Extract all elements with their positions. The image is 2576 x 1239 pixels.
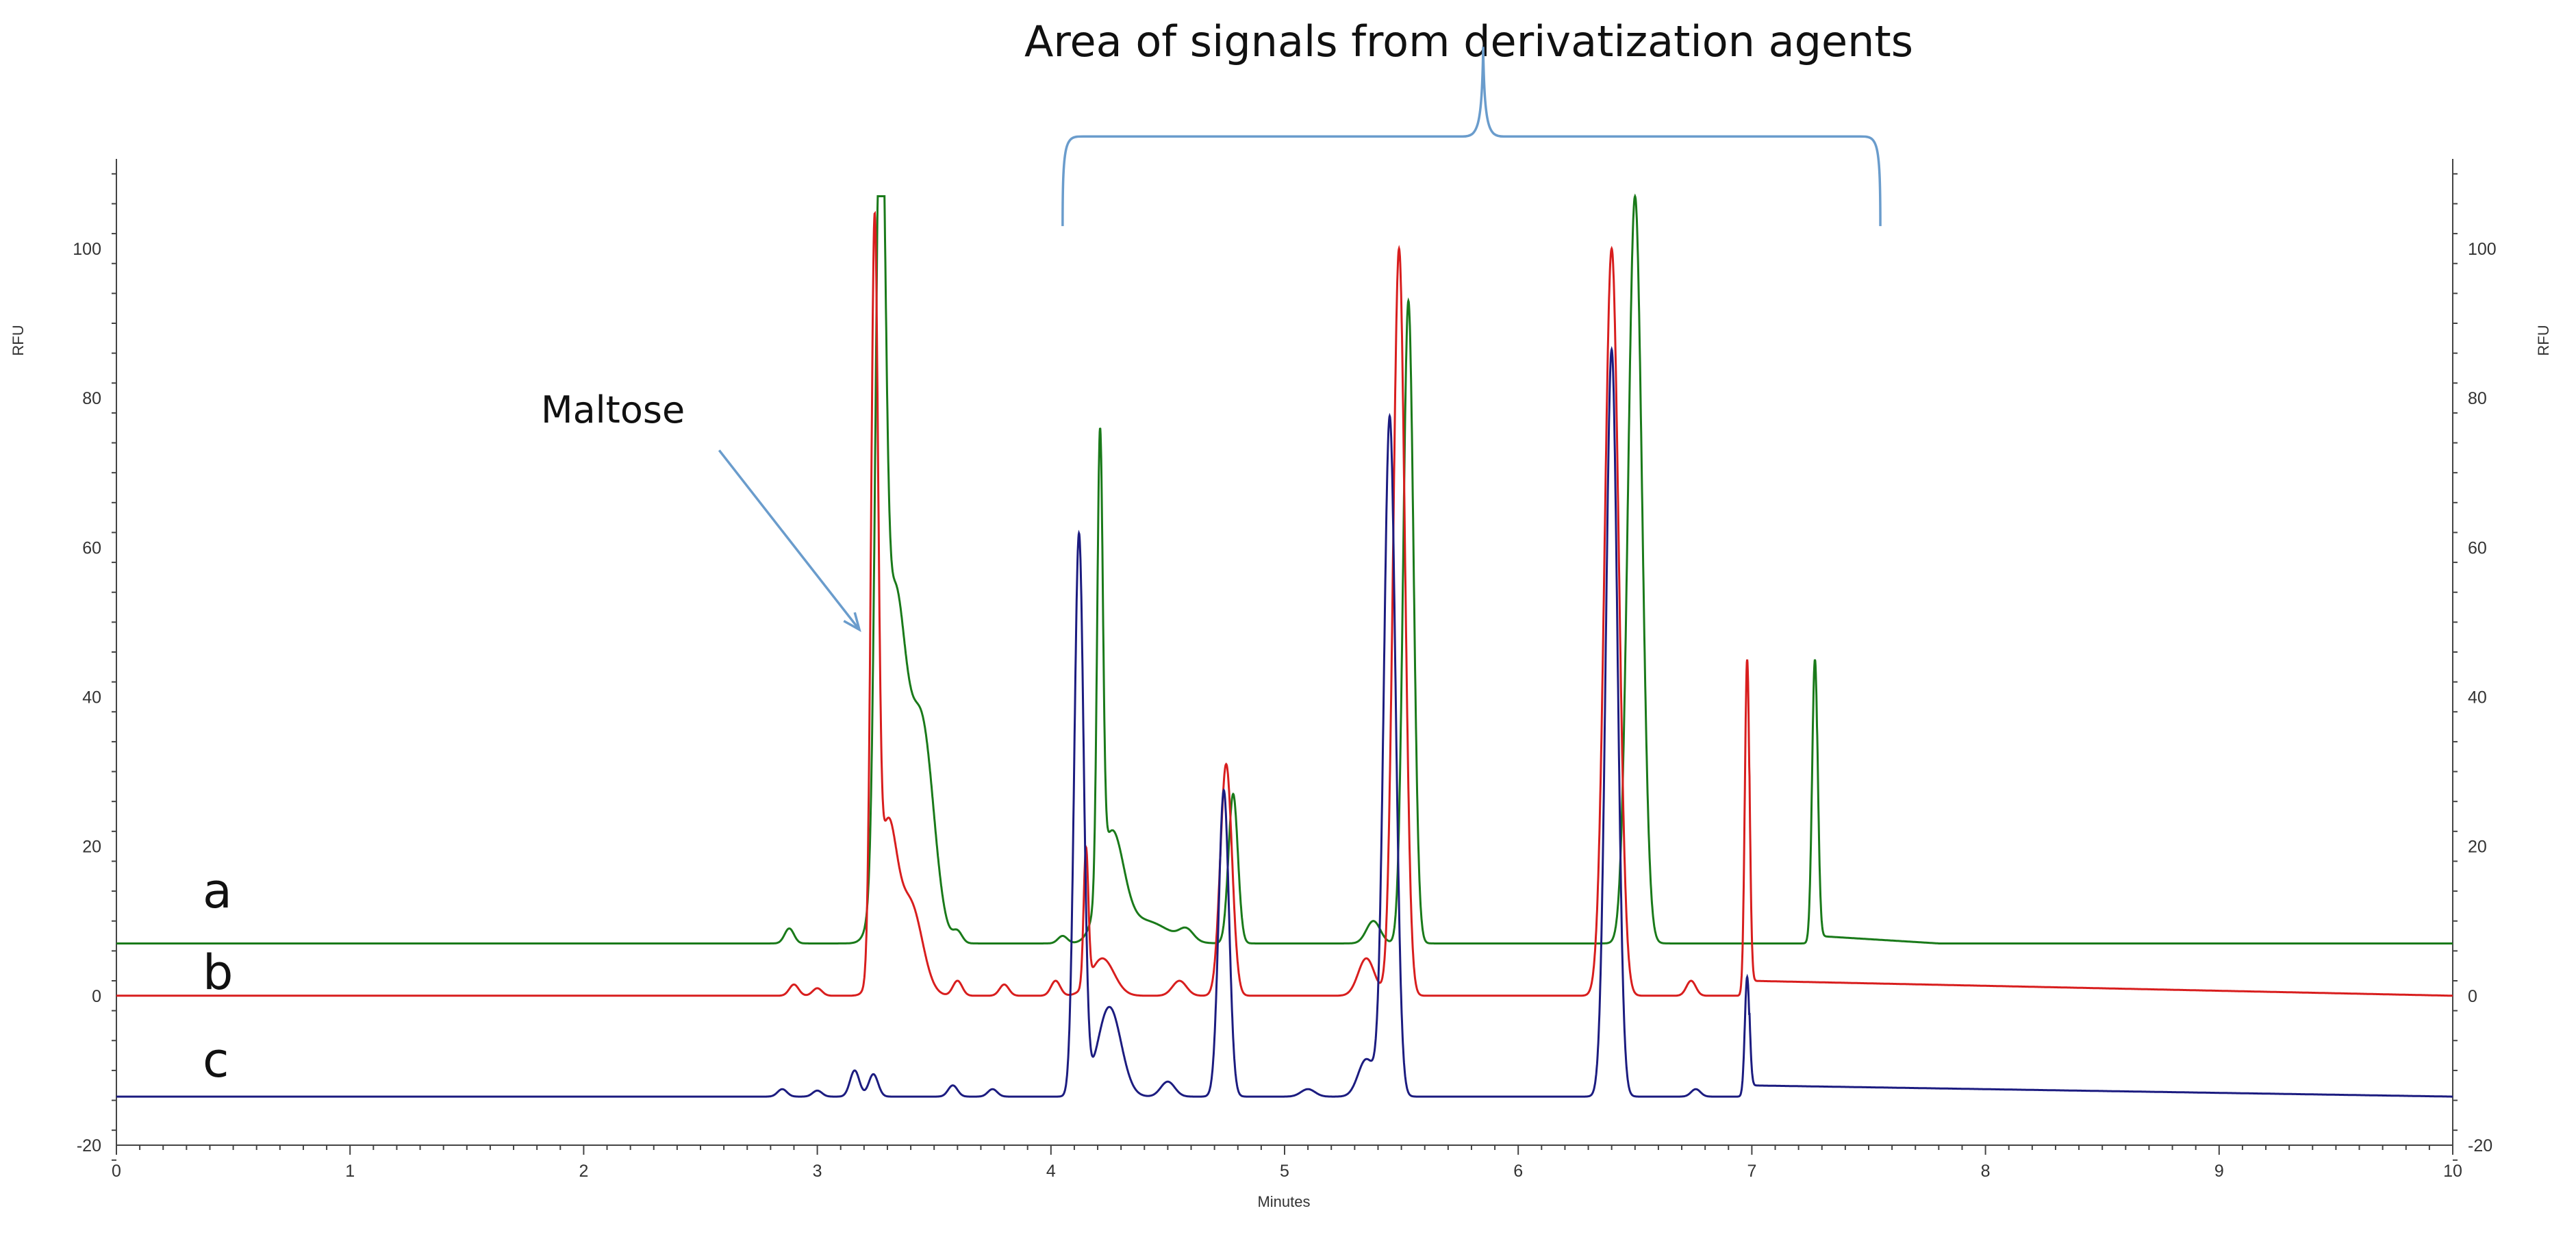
- x-tick-label: 3: [813, 1162, 822, 1181]
- x-axis-label: Minutes: [1257, 1193, 1310, 1210]
- trace-label-a: a: [203, 863, 232, 919]
- maltose-label: Maltose: [541, 388, 685, 431]
- y-tick-label-left: 20: [82, 838, 101, 857]
- trace-label-b: b: [203, 944, 233, 1001]
- trace-a: [116, 193, 2453, 944]
- maltose-arrow: [718, 449, 861, 632]
- chart-title: Area of signals from derivatization agen…: [1024, 16, 1913, 66]
- x-tick-label: 5: [1280, 1162, 1289, 1181]
- trace-label-c: c: [203, 1032, 229, 1088]
- y-tick-label-right: 60: [2468, 538, 2487, 558]
- traces: [116, 193, 2453, 1098]
- y-tick-label-left: 80: [82, 389, 101, 408]
- y-tick-label-right: 100: [2468, 240, 2497, 259]
- y-tick-label-left: -20: [77, 1136, 101, 1155]
- x-tick-label: 8: [1981, 1162, 1991, 1181]
- x-tick-label: 4: [1046, 1162, 1056, 1181]
- derivatization-area-bracket: [1061, 47, 1882, 227]
- y-tick-label-right: -20: [2468, 1136, 2492, 1155]
- y-tick-label-right: 0: [2468, 987, 2477, 1006]
- x-tick-label: 7: [1747, 1162, 1756, 1181]
- y-tick-label-left: 100: [73, 240, 101, 259]
- y-tick-label-left: 60: [82, 538, 101, 558]
- x-tick-label: 2: [579, 1162, 588, 1181]
- x-tick-label: 0: [112, 1162, 121, 1181]
- y-axis-label-right: RFU: [2535, 325, 2552, 355]
- x-tick-label: 6: [1513, 1162, 1523, 1181]
- trace-b: [116, 210, 2453, 997]
- maltose-arrow-head: [843, 612, 861, 632]
- x-tick-label: 1: [345, 1162, 355, 1181]
- trace-c: [116, 346, 2453, 1098]
- y-tick-label-right: 80: [2468, 389, 2487, 408]
- y-tick-label-right: 20: [2468, 838, 2487, 857]
- maltose-arrow-shaft: [718, 449, 861, 631]
- x-tick-label: 10: [2443, 1162, 2462, 1181]
- y-axis-label-left: RFU: [10, 325, 27, 355]
- y-tick-label-left: 40: [82, 688, 101, 707]
- axes: 0 1 2 3 4 5 6 7 8 9 10 -20 -20 0 0 20 20 40 40 60 60 80 80 100 1…: [73, 159, 2497, 1181]
- x-tick-label: 9: [2214, 1162, 2224, 1181]
- y-tick-label-right: 40: [2468, 688, 2487, 707]
- y-tick-label-left: 0: [92, 987, 101, 1006]
- trace-labels: abc: [203, 863, 233, 1088]
